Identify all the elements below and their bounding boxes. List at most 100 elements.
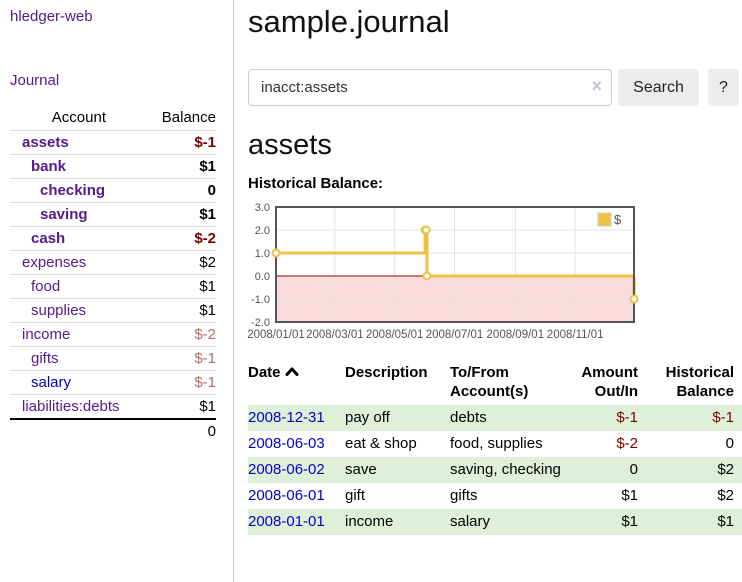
register-accounts: salary	[450, 513, 491, 530]
register-row: 2008-12-31 pay off debts $-1 $-1	[248, 405, 742, 431]
data-point-marker	[421, 225, 431, 235]
search-button[interactable]: Search	[618, 69, 699, 106]
accounts-total-label	[10, 419, 148, 443]
account-row: assets $-1	[10, 130, 216, 155]
register-date-link[interactable]: 2008-06-03	[248, 435, 325, 452]
svg-text:2008/11/01: 2008/11/01	[547, 329, 604, 341]
register-row: 2008-06-03 eat & shop food, supplies $-2 0	[248, 431, 742, 457]
account-row: bank $1	[10, 154, 216, 179]
register-date-link[interactable]: 2008-06-01	[248, 487, 325, 504]
account-link-expenses[interactable]: expenses	[22, 254, 87, 271]
register-date-link[interactable]: 2008-06-02	[248, 461, 325, 478]
svg-text:1.0: 1.0	[255, 248, 270, 260]
account-link-supplies[interactable]: supplies	[31, 302, 87, 319]
accounts-total-row: 0	[10, 419, 216, 443]
account-balance: $1	[147, 274, 216, 299]
register-date-link[interactable]: 2008-12-31	[248, 409, 325, 426]
account-balance: $-1	[147, 130, 216, 155]
account-balance: $2	[147, 250, 216, 275]
column-header-label: Historical Balance	[665, 364, 734, 400]
account-row: cash $-2	[10, 226, 216, 251]
svg-text:2008/07/01: 2008/07/01	[426, 329, 484, 341]
data-point-marker	[422, 271, 432, 281]
account-row: saving $1	[10, 202, 216, 227]
account-balance: $1	[147, 298, 216, 323]
account-row: liabilities:debts $1	[10, 394, 216, 420]
register-amount: $1	[621, 513, 638, 530]
column-header-label: Amount Out/In	[581, 364, 638, 400]
register-description: gift	[345, 487, 366, 504]
accounts-header-account: Account	[51, 109, 106, 126]
column-header-description: Description	[345, 361, 450, 405]
account-balance: $-2	[147, 322, 216, 347]
svg-text:3.0: 3.0	[255, 202, 270, 214]
register-accounts: gifts	[450, 487, 478, 504]
clear-search-icon[interactable]: ×	[591, 76, 602, 96]
column-header-label: Description	[345, 364, 428, 381]
register-row: 2008-06-01 gift gifts $1 $2	[248, 483, 742, 509]
register-table: Date Description To/From Account(s) Amount …	[248, 361, 742, 535]
legend-label: $	[614, 212, 622, 227]
account-balance: $-1	[147, 370, 216, 395]
register-date-link[interactable]: 2008-01-01	[248, 513, 325, 530]
column-header-accounts: To/From Account(s)	[450, 361, 570, 405]
account-link-assets[interactable]: assets	[22, 134, 69, 151]
account-row: income $-2	[10, 322, 216, 347]
search-input[interactable]	[248, 69, 612, 106]
account-row: expenses $2	[10, 250, 216, 275]
account-link-liabilities-debts[interactable]: liabilities:debts	[22, 398, 120, 415]
account-link-saving[interactable]: saving	[40, 206, 88, 223]
account-row: supplies $1	[10, 298, 216, 323]
register-balance: $2	[717, 487, 734, 504]
register-row: 2008-06-02 save saving, checking 0 $2	[248, 457, 742, 483]
register-description: eat & shop	[345, 435, 417, 452]
main-content: sample.journal × Search ? assets Histori…	[247, 0, 742, 535]
register-amount: $-2	[616, 435, 638, 452]
data-point-marker	[271, 248, 281, 258]
account-link-gifts[interactable]: gifts	[31, 350, 59, 367]
account-balance: $-2	[147, 226, 216, 251]
accounts-header-row: Account Balance	[10, 107, 216, 131]
accounts-header-balance: Balance	[161, 109, 216, 126]
app-title-link[interactable]: hledger-web	[10, 8, 93, 25]
svg-text:-1.0: -1.0	[251, 294, 270, 306]
nav-journal-link[interactable]: Journal	[10, 72, 60, 89]
account-row: salary $-1	[10, 370, 216, 395]
register-accounts: food, supplies	[450, 435, 543, 452]
historical-balance-chart: 3.0 2.0 1.0 0.0 -1.0 -2.0 2008/01/01 2008/03/01…	[247, 202, 742, 343]
account-link-income[interactable]: income	[22, 326, 71, 343]
data-point-marker	[629, 294, 639, 304]
svg-text:2.0: 2.0	[255, 225, 270, 237]
register-accounts: saving, checking	[450, 461, 561, 478]
svg-text:2008/09/01: 2008/09/01	[487, 329, 545, 341]
page-title: sample.journal	[248, 4, 450, 39]
account-row: checking 0	[10, 178, 216, 203]
svg-text:-2.0: -2.0	[251, 317, 270, 329]
account-link-cash[interactable]: cash	[31, 230, 66, 247]
account-balance: $1	[147, 154, 216, 179]
search-input-wrap: ×	[248, 69, 612, 106]
register-balance: $2	[717, 461, 734, 478]
account-link-checking[interactable]: checking	[40, 182, 106, 199]
account-link-food[interactable]: food	[31, 278, 61, 295]
chart-title: Historical Balance:	[248, 175, 384, 192]
register-header-row: Date Description To/From Account(s) Amount …	[248, 361, 742, 405]
register-description: pay off	[345, 409, 390, 426]
plot-border	[275, 206, 635, 323]
help-button[interactable]: ?	[708, 69, 739, 106]
svg-text:2008/01/01: 2008/01/01	[247, 329, 305, 341]
account-balance: $1	[147, 394, 216, 420]
search-form: × Search ?	[248, 69, 742, 106]
column-header-balance: Historical Balance	[642, 361, 742, 405]
account-link-salary[interactable]: salary	[31, 374, 72, 391]
account-title: assets	[248, 129, 332, 161]
register-description: income	[345, 513, 394, 530]
register-balance: $1	[717, 513, 734, 530]
column-header-date[interactable]: Date	[248, 361, 345, 405]
register-description: save	[345, 461, 377, 478]
account-link-bank[interactable]: bank	[31, 158, 67, 175]
svg-text:2008/05/01: 2008/05/01	[366, 329, 424, 341]
register-amount: $-1	[616, 409, 638, 426]
account-balance: 0	[147, 178, 216, 203]
